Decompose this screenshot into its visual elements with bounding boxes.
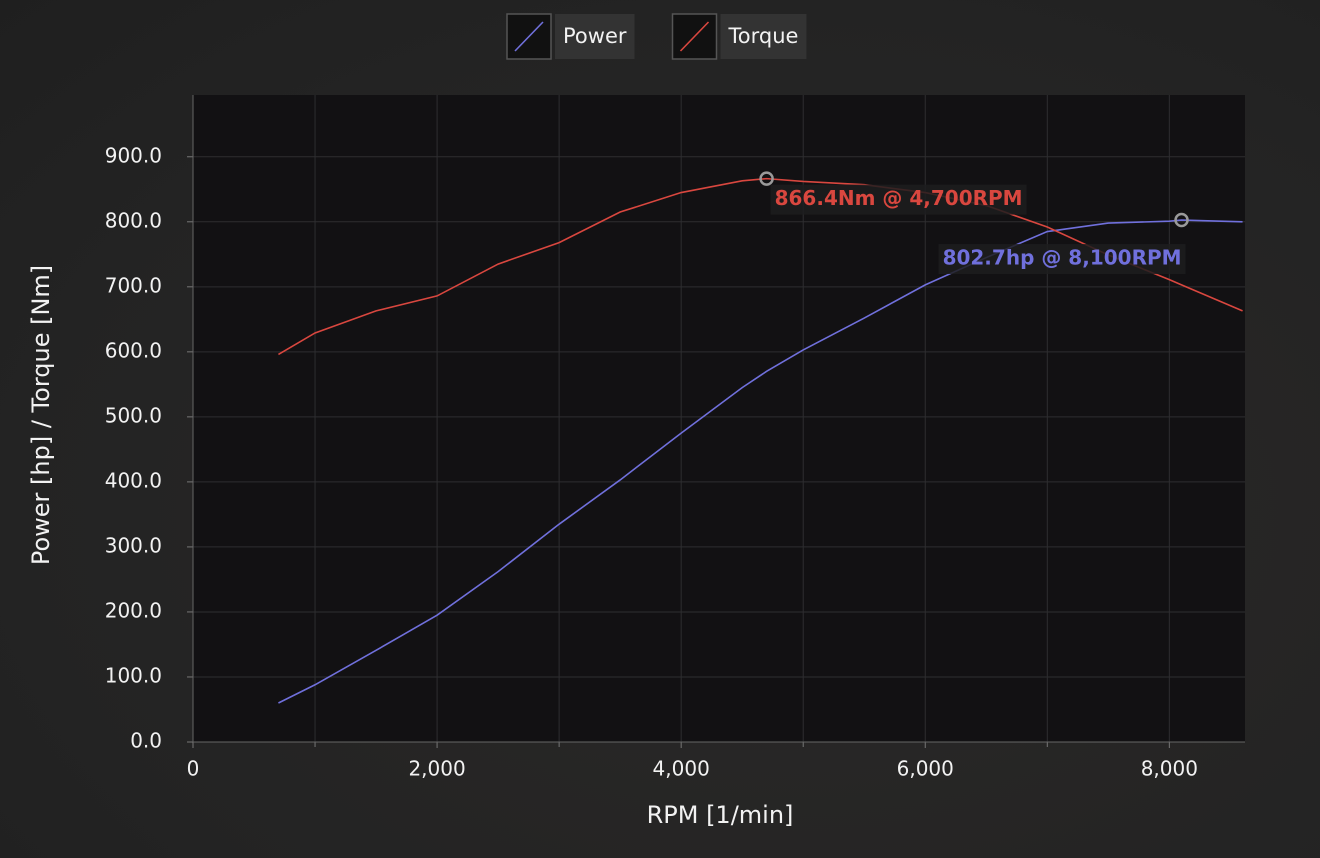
y-tick-label: 700.0: [105, 273, 162, 297]
peak-marker: [759, 171, 774, 186]
legend-label: Power: [563, 24, 627, 48]
x-axis-label: RPM [1/min]: [647, 801, 794, 829]
series-line: [278, 219, 1243, 704]
peak-annotation: 866.4Nm @ 4,700RPM: [775, 186, 1023, 210]
x-tick-label: 2,000: [408, 757, 465, 781]
peak-annotation: 802.7hp @ 8,100RPM: [943, 246, 1182, 270]
legend-label-background: [720, 14, 807, 59]
legend-line: [679, 21, 710, 52]
y-tick-label: 400.0: [105, 468, 162, 492]
plot-area: [193, 95, 1245, 742]
peak-marker: [1174, 212, 1189, 228]
y-tick-label: 100.0: [105, 663, 162, 687]
legend-line: [514, 21, 544, 52]
annotation-background: [938, 244, 1186, 275]
x-tick-label: 6,000: [897, 757, 954, 781]
legend: Power Torque: [506, 13, 807, 60]
x-tick-label: 0: [187, 757, 200, 781]
y-tick-label: 200.0: [105, 598, 162, 622]
x-tick-label: 4,000: [653, 757, 710, 781]
y-tick-label: 0.0: [130, 729, 162, 753]
y-tick-label: 300.0: [105, 533, 162, 557]
annotation-background: [770, 184, 1027, 215]
y-tick-label: 600.0: [105, 338, 162, 362]
y-tick-label: 900.0: [105, 143, 162, 167]
x-tick-label: 8,000: [1141, 757, 1198, 781]
legend-label-background: [555, 14, 635, 59]
y-tick-label: 800.0: [105, 208, 162, 232]
y-axis-label: Power [hp] / Torque [Nm]: [27, 265, 55, 565]
legend-label: Torque: [728, 24, 799, 48]
y-tick-label: 500.0: [105, 403, 162, 427]
